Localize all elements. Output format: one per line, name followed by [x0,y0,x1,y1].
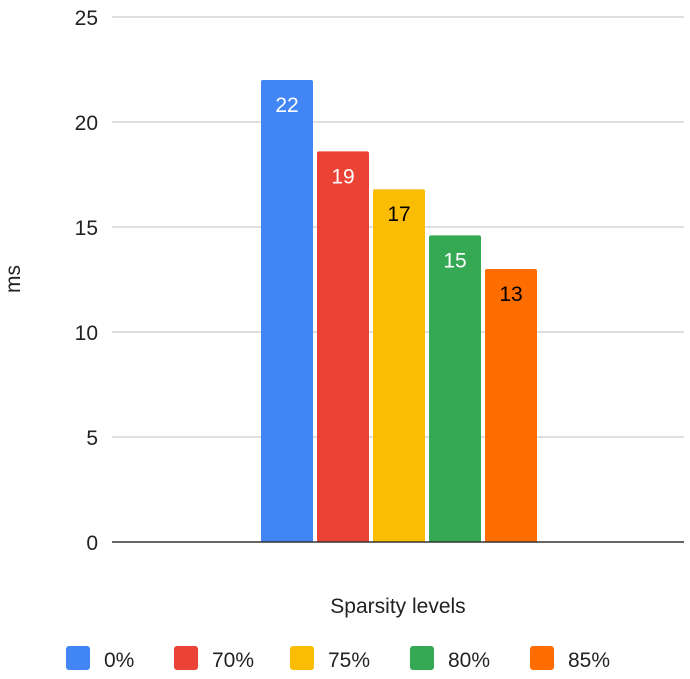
y-axis-tick-labels: 0 5 10 15 20 25 [75,7,98,555]
legend-label: 70% [212,649,254,672]
data-labels: 22 19 17 15 13 [275,94,522,306]
y-tick-label: 10 [75,322,98,345]
data-label: 17 [387,203,410,226]
y-tick-label: 25 [75,7,98,30]
legend-label: 75% [328,649,370,672]
y-tick-label: 15 [75,217,98,240]
legend-swatch [410,646,434,670]
bar-80pct [429,235,481,542]
data-label: 15 [443,249,466,272]
x-axis-title: Sparsity levels [330,595,465,618]
legend-swatch [290,646,314,670]
bar-0pct [261,80,313,542]
y-tick-label: 0 [86,532,98,555]
bar-75pct [373,189,425,542]
legend-label: 85% [568,649,610,672]
legend-swatch [66,646,90,670]
legend-swatch [530,646,554,670]
data-label: 13 [499,283,522,306]
data-label: 22 [275,94,298,117]
legend-swatch [174,646,198,670]
data-label: 19 [331,165,354,188]
legend-label: 80% [448,649,490,672]
legend-label: 0% [104,649,134,672]
bar-85pct [485,269,537,542]
bar-70pct [317,151,369,542]
legend: 0% 70% 75% 80% 85% [66,646,610,672]
y-axis-title: ms [2,265,25,293]
y-tick-label: 5 [86,427,98,450]
bars [261,80,537,542]
y-tick-label: 20 [75,112,98,135]
